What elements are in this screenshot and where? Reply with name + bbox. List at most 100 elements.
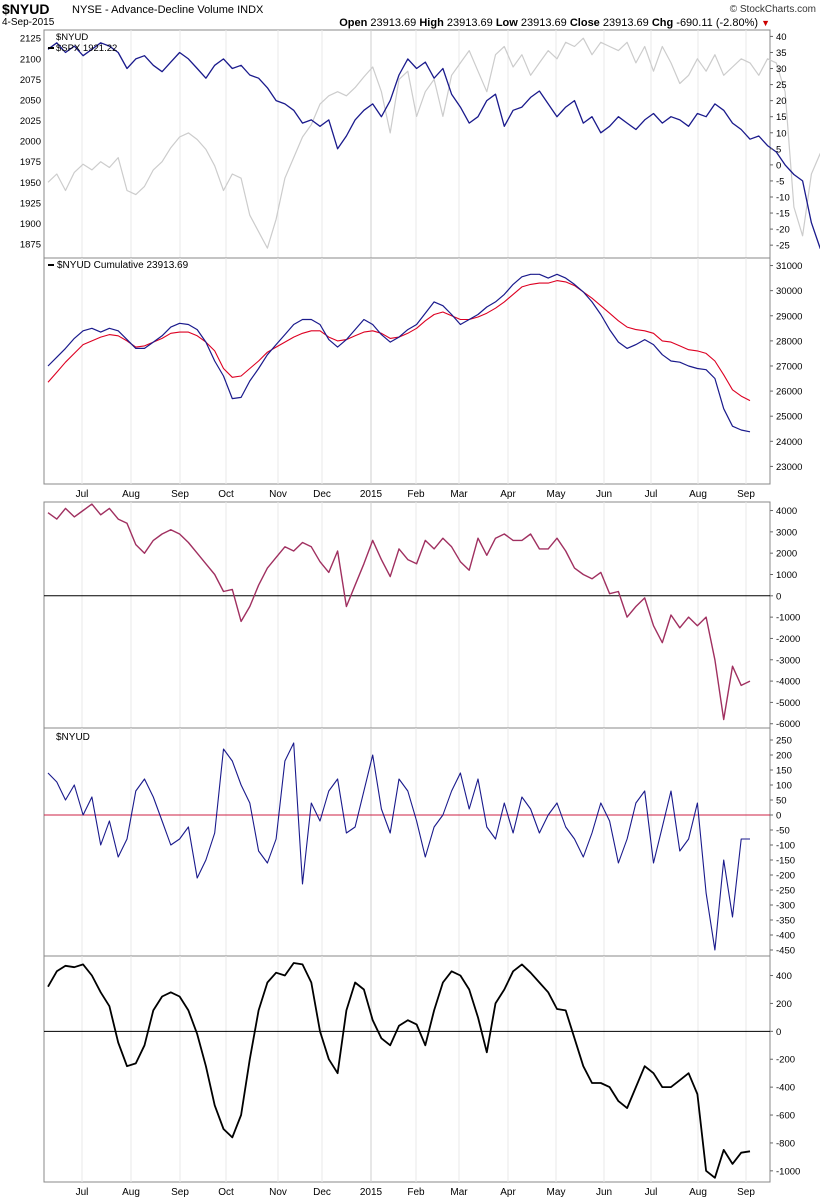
x-tick-label: Jul — [76, 1187, 89, 1198]
y-tick-label-right: -400 — [776, 1083, 795, 1094]
y-tick-label-right: 25 — [776, 80, 787, 91]
y-tick-label-right: 4000 — [776, 506, 797, 517]
y-tick-label-right: 10 — [776, 128, 787, 139]
x-tick-label: 2015 — [360, 489, 383, 500]
chart-header: $NYUD NYSE - Advance-Decline Volume INDX… — [0, 0, 820, 30]
symbol-title: $NYUD — [2, 1, 50, 17]
symbol-description: NYSE - Advance-Decline Volume INDX — [72, 4, 263, 16]
y-tick-label-right: 29000 — [776, 311, 802, 322]
open-label: Open — [339, 17, 368, 29]
x-tick-label: Jul — [645, 1187, 658, 1198]
x-tick-label: Apr — [500, 489, 516, 500]
y-tick-label-right: 100 — [776, 781, 792, 792]
brand-logo: © StockCharts.com — [729, 4, 816, 15]
y-tick-label-right: -5000 — [776, 698, 800, 709]
legend-cumulative: $NYUD Cumulative 23913.69 — [57, 260, 189, 271]
oscillator-3-line — [47, 962, 751, 1179]
y-tick-label-left: 2125 — [20, 34, 41, 45]
x-tick-label: May — [547, 1187, 566, 1198]
y-tick-label-right: -300 — [776, 901, 795, 912]
panel-frame-2 — [43, 257, 771, 485]
y-tick-label-right: 40 — [776, 32, 787, 43]
ohlc-readout: Open 23913.69 High 23913.69 Low 23913.69… — [339, 17, 770, 29]
y-tick-label-left: 1900 — [20, 219, 41, 230]
y-tick-label-right: 3000 — [776, 527, 797, 538]
y-tick-label-right: 250 — [776, 736, 792, 747]
y-tick-label-right: 0 — [776, 811, 781, 822]
y-tick-label-right: -250 — [776, 886, 795, 897]
x-tick-label: Aug — [689, 1187, 707, 1198]
y-tick-label-right: 400 — [776, 971, 792, 982]
y-tick-label-left: 1875 — [20, 240, 41, 251]
y-tick-label-right: 23000 — [776, 462, 802, 473]
y-tick-label-right: 27000 — [776, 361, 802, 372]
x-tick-label: Oct — [218, 1187, 234, 1198]
y-tick-label-right: 200 — [776, 751, 792, 762]
y-tick-label-right: -1000 — [776, 1166, 800, 1177]
low-label: Low — [495, 17, 518, 29]
x-tick-label: Aug — [122, 1187, 140, 1198]
chart-date: 4-Sep-2015 — [2, 17, 55, 28]
x-tick-label: Nov — [269, 489, 287, 500]
y-tick-label-right: -50 — [776, 826, 790, 837]
y-tick-label-right: 150 — [776, 766, 792, 777]
x-tick-label: Dec — [313, 489, 331, 500]
y-tick-label-right: -25 — [776, 241, 790, 252]
panel-frame-4 — [43, 727, 771, 957]
x-tick-label: Jul — [645, 489, 658, 500]
x-tick-label: May — [547, 489, 566, 500]
y-tick-label-right: -15 — [776, 209, 790, 220]
y-tick-label-right: -5 — [776, 176, 784, 187]
y-tick-label-left: 2050 — [20, 95, 41, 106]
y-tick-label-right: -450 — [776, 946, 795, 957]
y-tick-label-right: -200 — [776, 1055, 795, 1066]
y-tick-label-right: 24000 — [776, 437, 802, 448]
y-tick-label-right: 0 — [776, 1027, 781, 1038]
y-tick-label-right: -600 — [776, 1111, 795, 1122]
legend-spx: $SPX 1921.22 — [56, 43, 117, 54]
y-tick-label-right: 15 — [776, 112, 787, 123]
high-value: 23913.69 — [446, 17, 493, 29]
cumulative-line — [47, 273, 751, 433]
y-tick-label-right: 0 — [776, 160, 781, 171]
low-value: 23913.69 — [520, 17, 567, 29]
panel-frame-3 — [43, 501, 771, 729]
y-tick-label-left: 1925 — [20, 198, 41, 209]
y-tick-label-right: -400 — [776, 931, 795, 942]
y-tick-label-right: 0 — [776, 591, 781, 602]
y-tick-label-right: 1000 — [776, 570, 797, 581]
y-tick-label-right: -20 — [776, 225, 790, 236]
y-tick-label-right: 50 — [776, 796, 787, 807]
down-triangle-icon: ▼ — [761, 18, 770, 28]
y-tick-label-right: -200 — [776, 871, 795, 882]
high-label: High — [419, 17, 444, 29]
x-tick-label: Dec — [313, 1187, 331, 1198]
x-tick-label: Sep — [737, 1187, 755, 1198]
y-tick-label-left: 2100 — [20, 54, 41, 65]
y-tick-label-left: 2000 — [20, 137, 41, 148]
oscillator-2-line — [47, 742, 750, 951]
y-tick-label-right: 30 — [776, 64, 787, 75]
x-tick-label: Sep — [171, 489, 189, 500]
x-tick-label: Nov — [269, 1187, 287, 1198]
x-tick-label: Aug — [689, 489, 707, 500]
x-tick-label: Sep — [171, 1187, 189, 1198]
y-tick-label-right: -350 — [776, 916, 795, 927]
y-tick-label-right: 5 — [776, 144, 781, 155]
y-tick-label-left: 1975 — [20, 157, 41, 168]
y-tick-label-right: -2000 — [776, 634, 800, 645]
y-tick-label-right: -800 — [776, 1138, 795, 1149]
y-tick-label-right: 25000 — [776, 412, 802, 423]
y-tick-label-right: -4000 — [776, 677, 800, 688]
symbol-name: NYSE - Advance-Decline Volume — [72, 4, 235, 16]
x-tick-label: Aug — [122, 489, 140, 500]
legend-nyud: $NYUD — [56, 32, 88, 43]
x-tick-label: Jul — [76, 489, 89, 500]
y-tick-label-right: 200 — [776, 999, 792, 1010]
y-tick-label-right: 2000 — [776, 549, 797, 560]
y-tick-label-right: 26000 — [776, 387, 802, 398]
legend-oscillator-2: $NYUD — [56, 732, 90, 743]
x-tick-label: Mar — [450, 489, 468, 500]
x-tick-label: Apr — [500, 1187, 516, 1198]
open-value: 23913.69 — [370, 17, 417, 29]
